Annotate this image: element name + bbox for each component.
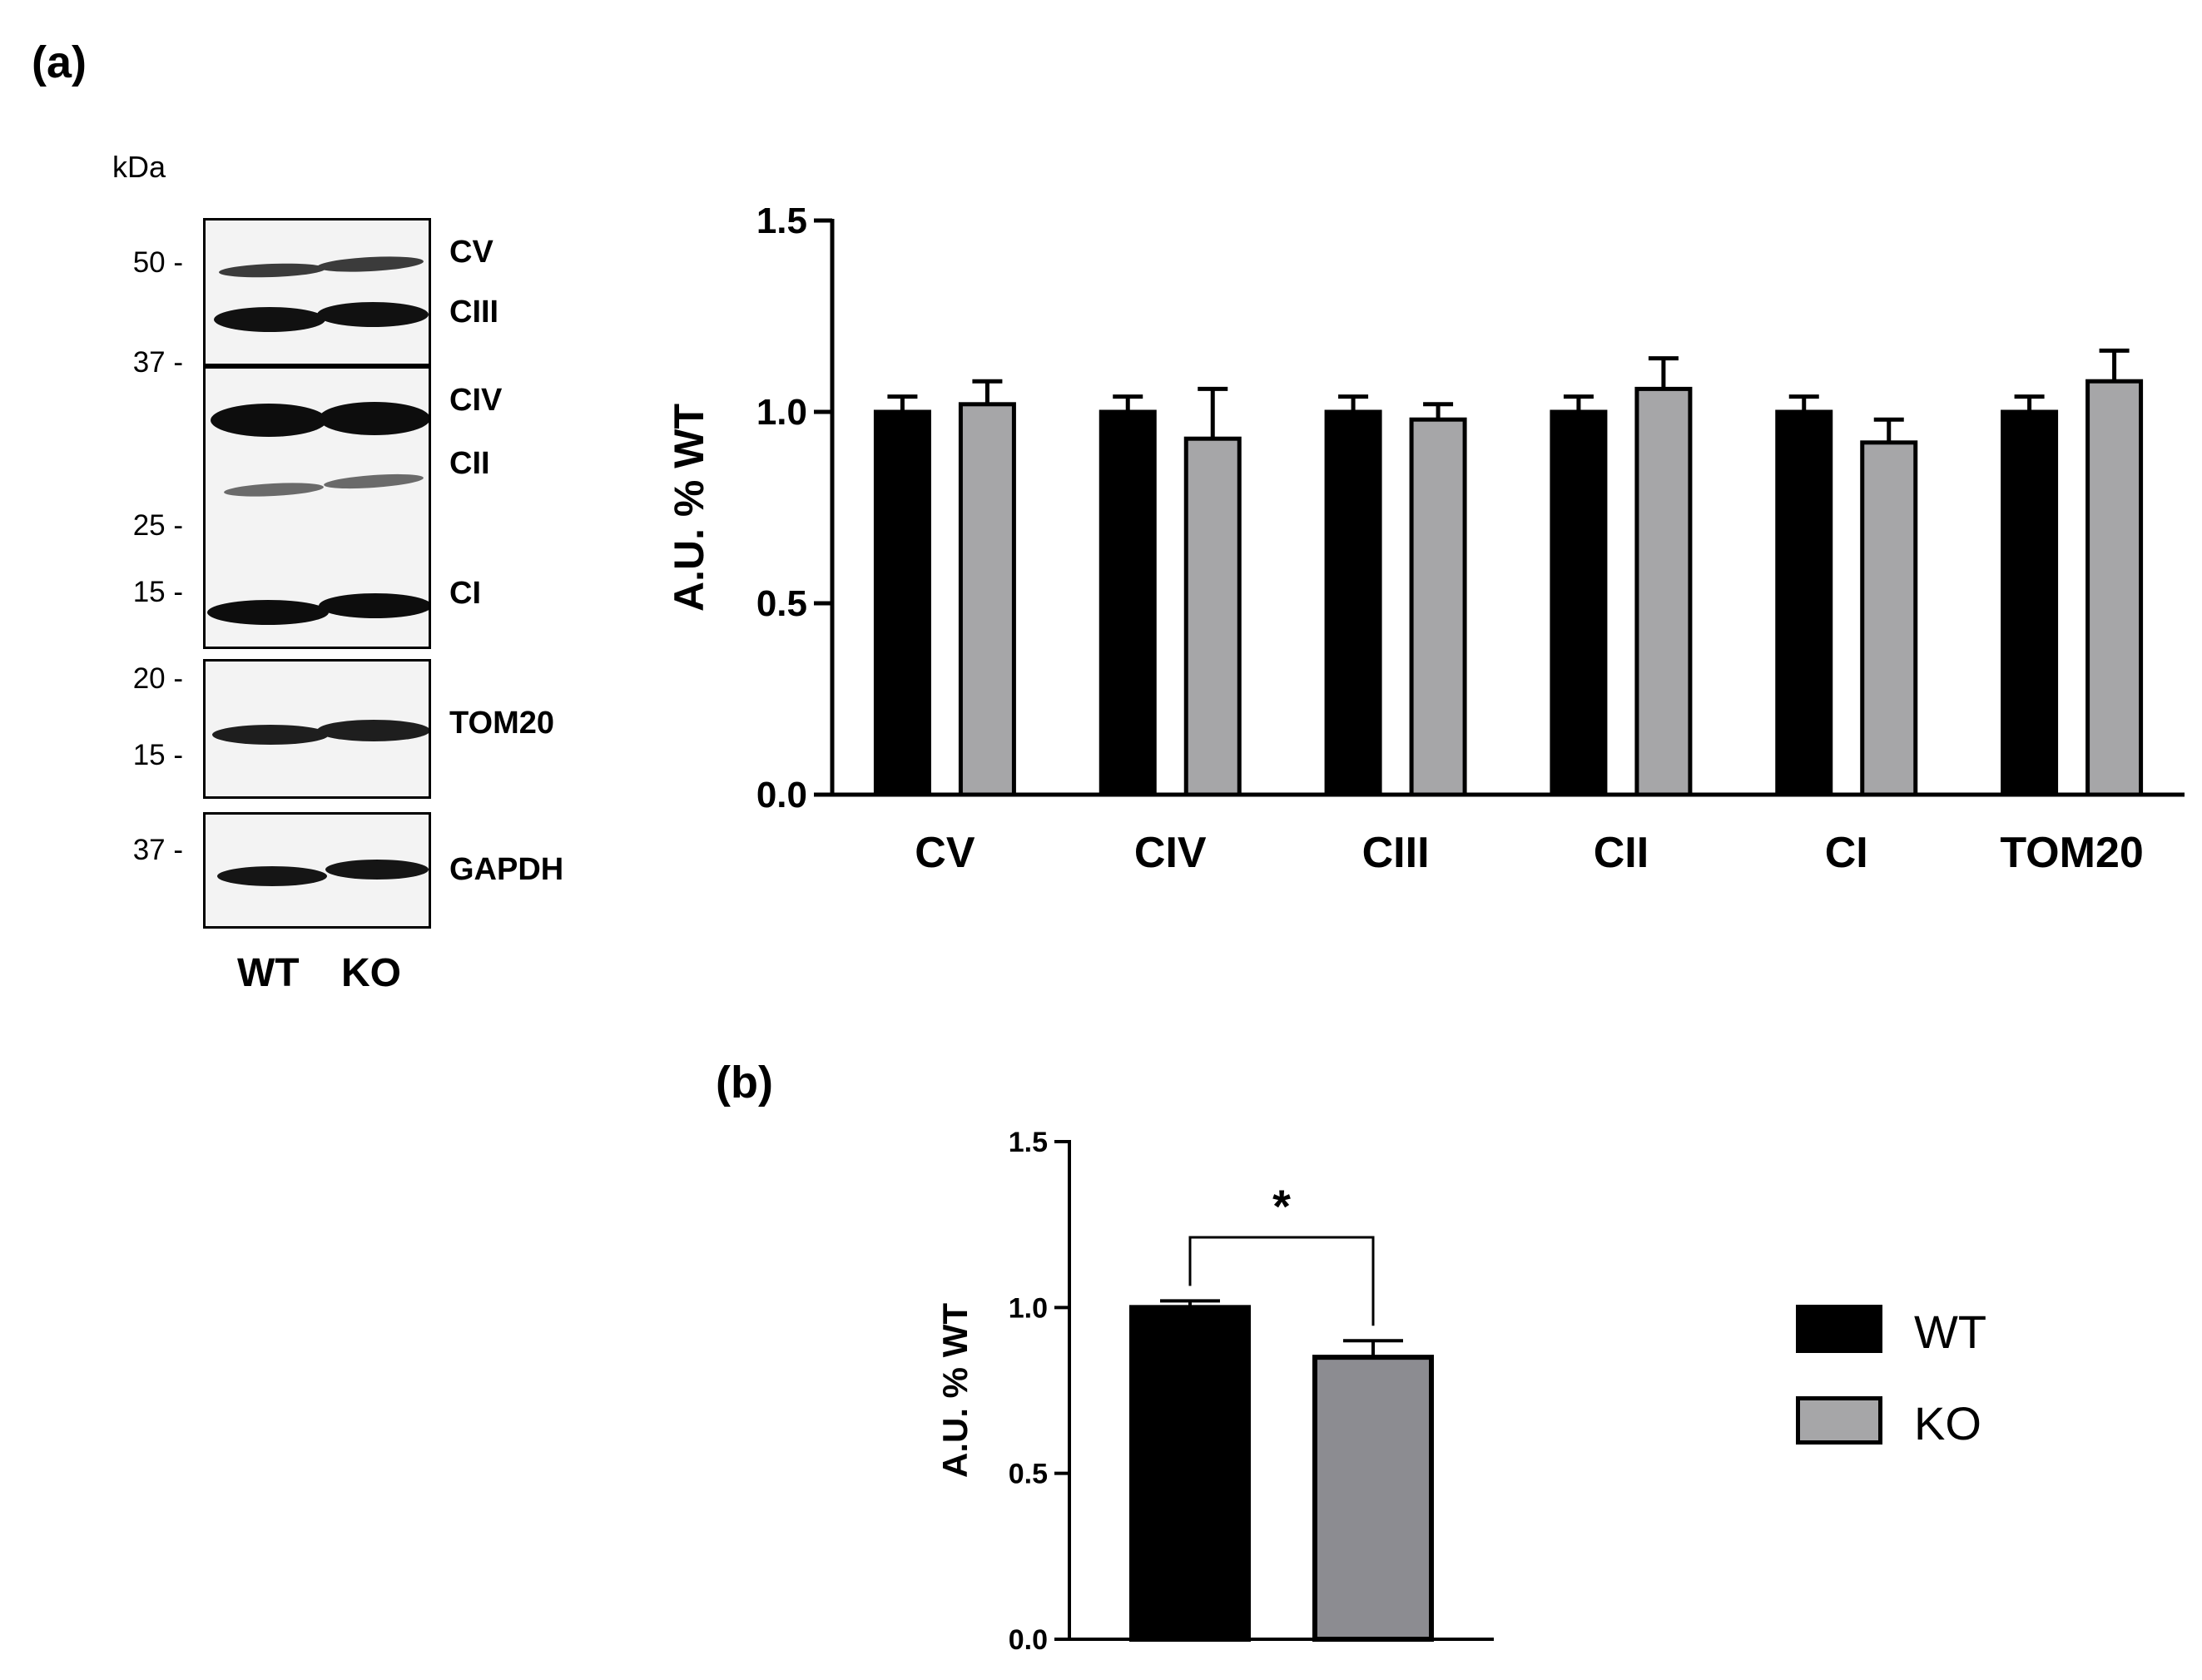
- band-ciii-wt: [214, 307, 325, 332]
- chart-b-y-tick-label: 1.0: [1009, 1292, 1048, 1324]
- chart-a-bar-ko: [958, 402, 1016, 797]
- chart-b-significance-star: *: [1272, 1180, 1291, 1232]
- band-label-gapdh: GAPDH: [449, 852, 564, 887]
- legend-label-wt: WT: [1914, 1306, 1987, 1358]
- legend-label-ko: KO: [1914, 1397, 1981, 1450]
- chart-a-bar-wt: [1550, 409, 1608, 797]
- panel-label-b: (b): [716, 1058, 773, 1108]
- chart-a-bar-ko: [2085, 379, 2144, 797]
- blot-panel-gapdh: [203, 812, 431, 929]
- chart-a-bar-wt: [1099, 409, 1157, 797]
- chart-a-x-tick-label: CIII: [1362, 829, 1430, 877]
- chart-a-y-axis-label: A.U. % WT: [666, 404, 712, 612]
- band-tom20-ko: [317, 720, 429, 741]
- band-tom20-wt: [212, 725, 329, 745]
- band-label-ciii: CIII: [449, 295, 499, 330]
- blot-panel-civ-cii-ci: [203, 366, 431, 649]
- chart-a-bar-wt: [1775, 409, 1833, 797]
- chart-a-y-tick-label: 1.5: [756, 201, 807, 241]
- chart-b-y-axis-label: A.U. % WT: [935, 1303, 975, 1478]
- chart-a-y-tick-label: 0.5: [756, 583, 807, 624]
- legend-swatch-ko: [1796, 1396, 1882, 1445]
- legend-swatch-wt: [1796, 1305, 1882, 1353]
- band-civ-wt: [211, 404, 327, 437]
- band-gapdh-ko: [325, 860, 429, 880]
- band-ciii-ko: [317, 302, 429, 327]
- chart-a-y-tick-label: 0.0: [756, 775, 807, 815]
- chart-a-bar-ko: [1183, 436, 1242, 797]
- band-label-cv: CV: [449, 235, 493, 270]
- chart-a-x-tick-label: CV: [915, 829, 975, 877]
- panel-label-a: (a): [32, 37, 87, 87]
- blot-unit-label: kDa: [112, 150, 166, 184]
- chart-a-bar-ko: [1409, 417, 1467, 797]
- lane-label-wt: WT: [237, 951, 300, 995]
- mw-marker-37b: 37 -: [132, 834, 183, 866]
- chart-a-x-tick-label: CIV: [1134, 829, 1207, 877]
- blot-panel-tom20: [203, 659, 431, 799]
- blot-panel-cv-ciii: [203, 218, 431, 366]
- mw-marker-15b: 15 -: [132, 739, 183, 771]
- chart-a-x-tick-label: TOM20: [2000, 829, 2143, 877]
- chart-a-bar-ko: [1634, 386, 1693, 797]
- mw-marker-15: 15 -: [132, 576, 183, 608]
- chart-a-x-tick-label: CII: [1594, 829, 1649, 877]
- mw-marker-50: 50 -: [132, 246, 183, 279]
- band-ci-wt: [207, 600, 329, 625]
- chart-a-bar-wt: [2001, 409, 2059, 797]
- chart-a-bar-wt: [873, 409, 931, 797]
- lane-label-ko: KO: [341, 951, 401, 995]
- band-civ-ko: [319, 402, 429, 435]
- chart-b-y-tick-label: 0.0: [1009, 1624, 1048, 1656]
- band-label-tom20: TOM20: [449, 706, 555, 741]
- chart-a-bar-wt: [1324, 409, 1382, 797]
- band-gapdh-wt: [217, 866, 327, 886]
- band-label-ci: CI: [449, 576, 481, 611]
- mw-marker-20: 20 -: [132, 662, 183, 695]
- band-label-cii: CII: [449, 446, 490, 481]
- chart-b-significance-bracket: [1188, 1236, 1375, 1326]
- chart-b-bar-ko: [1312, 1355, 1434, 1642]
- chart-a-y-tick-label: 1.0: [756, 392, 807, 433]
- chart-b-y-tick-label: 0.5: [1009, 1459, 1048, 1490]
- chart-a-x-tick-label: CI: [1825, 829, 1868, 877]
- chart-b-bar-wt: [1129, 1305, 1251, 1643]
- mw-marker-25: 25 -: [132, 509, 183, 542]
- chart-a-bar-ko: [1860, 440, 1918, 797]
- chart-b-y-tick-label: 1.5: [1009, 1127, 1048, 1158]
- band-ci-ko: [319, 593, 429, 618]
- band-label-civ: CIV: [449, 383, 503, 418]
- mw-marker-37: 37 -: [132, 346, 183, 379]
